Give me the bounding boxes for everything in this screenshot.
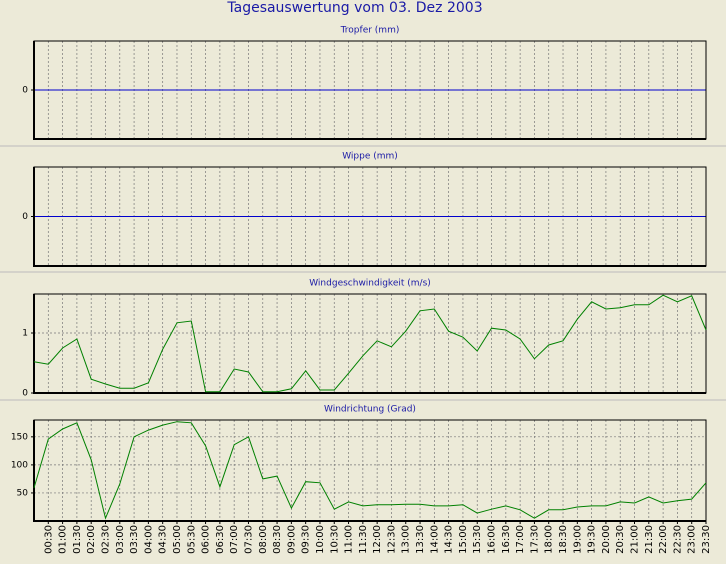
data-line [33, 421, 707, 520]
y-tick-label: 50 [17, 488, 29, 498]
plot-area [34, 294, 706, 393]
x-tick-label: 05:30 [186, 525, 197, 554]
x-tick-label: 14:30 [444, 525, 455, 554]
x-tick-label: 11:00 [344, 525, 355, 554]
x-tick-label: 15:00 [458, 525, 469, 554]
x-tick-label: 01:00 [58, 525, 69, 554]
x-tick-label: 08:30 [272, 525, 283, 554]
x-tick-label: 03:30 [129, 525, 140, 554]
x-tick-label: 10:00 [315, 525, 326, 554]
x-tick-label: 04:00 [143, 525, 154, 554]
x-tick-label: 18:30 [558, 525, 569, 554]
x-tick-label: 05:00 [172, 525, 183, 554]
x-tick-label: 20:30 [615, 525, 626, 554]
x-tick-label: 19:30 [587, 525, 598, 554]
x-tick-label: 12:30 [386, 525, 397, 554]
y-tick-label: 0 [22, 389, 28, 399]
x-tick-label: 04:30 [158, 525, 169, 554]
y-tick-label: 0 [22, 212, 28, 222]
x-tick-label: 07:00 [229, 525, 240, 554]
x-tick-label: 00:30 [43, 525, 54, 554]
x-tick-label: 12:00 [372, 525, 383, 554]
panel-title: Wippe (mm) [342, 152, 398, 162]
x-tick-label: 22:00 [658, 525, 669, 554]
x-tick-label: 16:30 [501, 525, 512, 554]
x-tick-label: 18:00 [544, 525, 555, 554]
x-tick-label: 17:30 [529, 525, 540, 554]
x-tick-label: 23:00 [687, 525, 698, 554]
x-tick-label: 09:00 [286, 525, 297, 554]
x-tick-label: 11:30 [358, 525, 369, 554]
y-tick-label: 0 [22, 86, 28, 96]
x-tick-label: 01:30 [72, 525, 83, 554]
y-tick-label: 1 [22, 329, 28, 339]
x-tick-label: 17:00 [515, 525, 526, 554]
x-tick-label: 02:00 [86, 525, 97, 554]
x-tick-label: 09:30 [301, 525, 312, 554]
panel-title: Windrichtung (Grad) [324, 405, 416, 415]
y-tick-label: 150 [11, 432, 28, 442]
x-tick-label: 21:00 [630, 525, 641, 554]
panel-title: Windgeschwindigkeit (m/s) [309, 279, 431, 289]
x-tick-label: 03:00 [115, 525, 126, 554]
data-line [33, 294, 707, 393]
x-tick-label: 23:30 [701, 525, 712, 554]
x-tick-label: 19:00 [572, 525, 583, 554]
x-tick-label: 06:30 [215, 525, 226, 554]
x-tick-label: 08:00 [258, 525, 269, 554]
page-title: Tagesauswertung vom 03. Dez 2003 [226, 0, 482, 16]
x-tick-label: 02:30 [100, 525, 111, 554]
x-tick-label: 07:30 [243, 525, 254, 554]
x-tick-label: 16:00 [487, 525, 498, 554]
x-tick-label: 14:00 [429, 525, 440, 554]
x-tick-label: 06:00 [201, 525, 212, 554]
panel-title: Tropfer (mm) [340, 26, 400, 36]
y-tick-label: 100 [11, 460, 28, 470]
x-tick-label: 22:30 [672, 525, 683, 554]
x-tick-label: 21:30 [644, 525, 655, 554]
x-tick-label: 20:00 [601, 525, 612, 554]
x-tick-label: 15:30 [472, 525, 483, 554]
x-tick-label: 10:30 [329, 525, 340, 554]
x-tick-label: 13:30 [415, 525, 426, 554]
x-tick-label: 13:00 [401, 525, 412, 554]
